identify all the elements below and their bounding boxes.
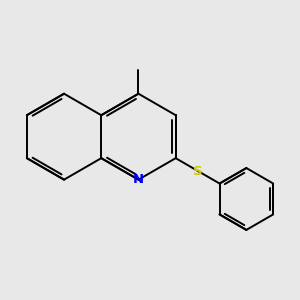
Text: S: S bbox=[193, 165, 203, 178]
Text: N: N bbox=[133, 173, 144, 186]
